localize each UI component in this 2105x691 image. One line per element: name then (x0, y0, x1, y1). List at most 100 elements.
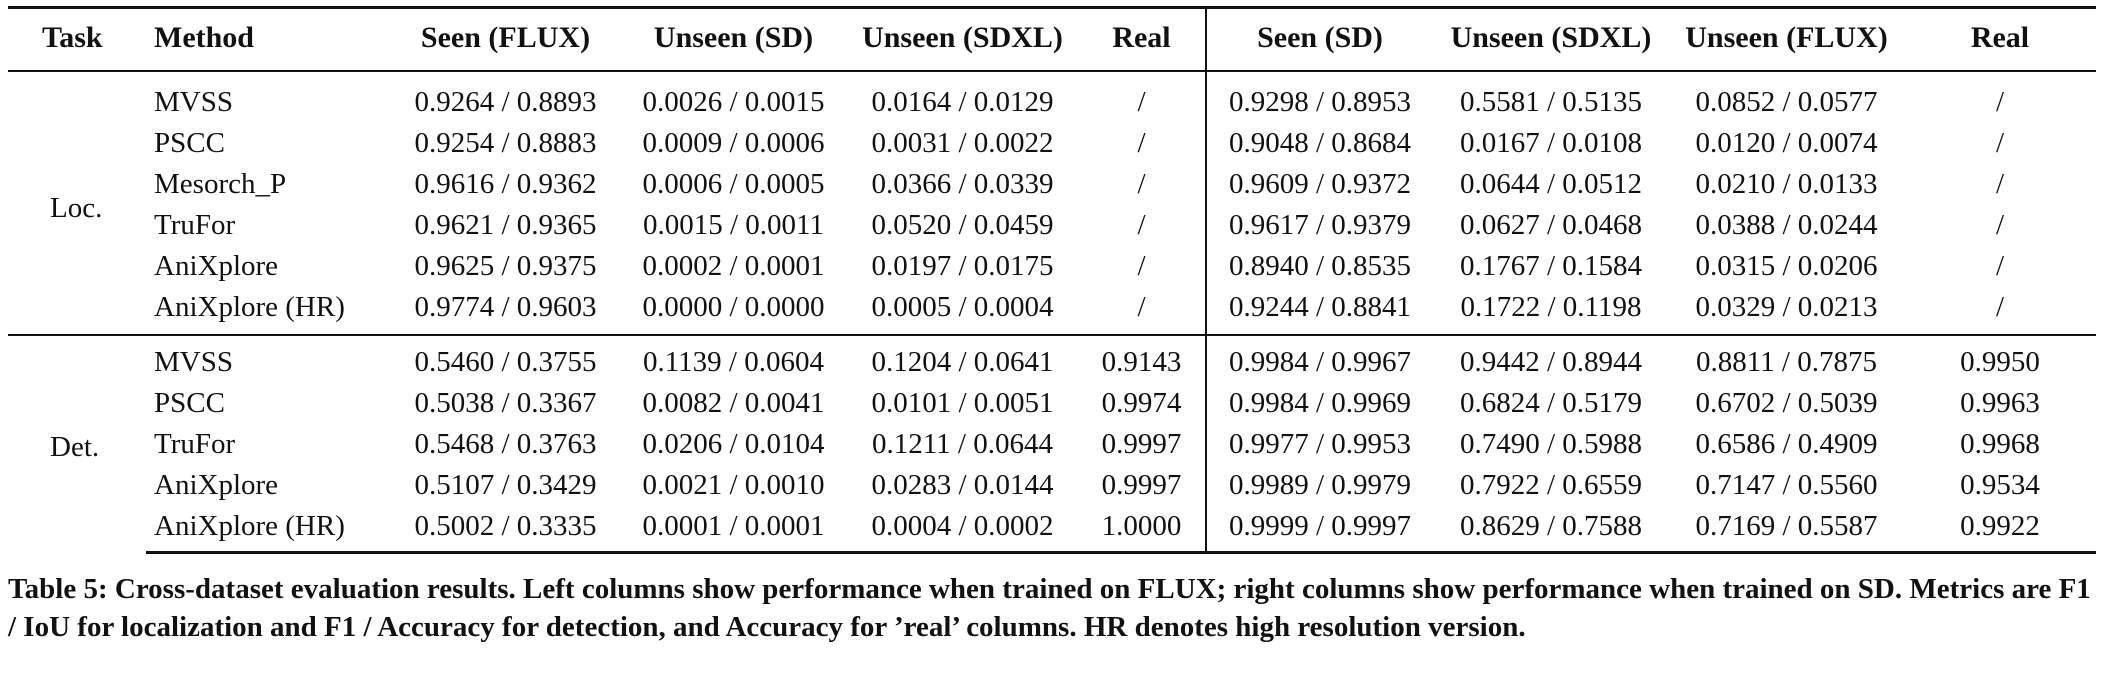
metric-cell: 0.1139 / 0.0604 (620, 334, 847, 383)
metric-cell: 0.9774 / 0.9603 (414, 291, 597, 323)
metric-cell: 0.9989 / 0.9979 (1205, 465, 1433, 506)
metric-cell: 0.6824 / 0.5179 (1459, 387, 1643, 419)
metric-cell: 0.0082 / 0.0041 (642, 387, 825, 419)
metric-cell: 0.0004 / 0.0002 (847, 506, 1078, 554)
table-row: AniXplore (HR) 0.9774 / 0.9603 0.0000 / 0.… (8, 287, 2096, 335)
metric-cell: 0.5002 / 0.3335 (391, 506, 620, 554)
table-row: Det. MVSS 0.5460 / 0.3755 0.1139 / 0.0604 0.… (8, 334, 2096, 553)
method-name: MVSS (154, 86, 233, 118)
metric-cell: 0.1767 / 0.1584 (1459, 250, 1643, 282)
metric-cell: 0.0329 / 0.0213 (1695, 291, 1878, 323)
metric-cell: 0.0009 / 0.0006 (642, 127, 825, 159)
metric-cell: 0.7922 / 0.6559 (1459, 469, 1643, 501)
metric-cell: / (1137, 168, 1146, 200)
metric-cell: / (1137, 127, 1146, 159)
metric-cell: 0.5460 / 0.3755 (391, 334, 620, 383)
metric-cell: / (1137, 209, 1146, 241)
metric-cell: 0.1204 / 0.0641 (847, 334, 1078, 383)
metric-cell: 0.0644 / 0.0512 (1459, 168, 1643, 200)
table-row: AniXplore (HR) 0.5002 / 0.3335 0.0001 / 0.… (8, 506, 2096, 554)
metric-cell: 0.0026 / 0.0015 (642, 86, 825, 118)
metric-cell: 0.0021 / 0.0010 (642, 469, 825, 501)
method-name: AniXplore (154, 250, 279, 282)
metric-cell: 0.0197 / 0.0175 (871, 250, 1054, 282)
localization-group: Loc. MVSS 0.9264 / 0.8893 0.0026 / 0.0015 0.… (8, 71, 2096, 335)
task-label: Loc. (50, 191, 103, 224)
method-name: Mesorch_P (154, 168, 287, 200)
metric-cell: 0.0627 / 0.0468 (1459, 209, 1643, 241)
metric-cell: 0.8629 / 0.7588 (1433, 506, 1669, 554)
header-unseen-flux: Unseen (FLUX) (1669, 6, 1904, 72)
metric-cell: / (1995, 168, 2005, 200)
metric-cell: 0.9621 / 0.9365 (414, 209, 597, 241)
metric-cell: 0.0101 / 0.0051 (871, 387, 1054, 419)
metric-cell: 0.0002 / 0.0001 (642, 250, 825, 282)
metric-cell: / (1137, 250, 1146, 282)
metric-cell: 0.0015 / 0.0011 (643, 209, 824, 241)
metric-cell: 0.5038 / 0.3367 (414, 387, 597, 419)
method-name: MVSS (146, 334, 391, 383)
metric-cell: 0.9609 / 0.9372 (1205, 164, 1433, 205)
metric-cell: 0.9984 / 0.9969 (1205, 383, 1433, 424)
header-unseen-sdxl-right: Unseen (SDXL) (1433, 6, 1669, 72)
method-name: PSCC (154, 127, 225, 159)
method-name: AniXplore (HR) (154, 291, 345, 323)
method-name: PSCC (154, 387, 225, 419)
metric-cell: / (1137, 86, 1146, 118)
table-row: PSCC 0.5038 / 0.3367 0.0082 / 0.0041 0.0101… (8, 383, 2096, 424)
metric-cell: 0.0001 / 0.0001 (620, 506, 847, 554)
metric-cell: 0.0210 / 0.0133 (1695, 168, 1878, 200)
metric-cell: 0.9298 / 0.8953 (1205, 71, 1433, 123)
metric-cell: 0.9143 (1078, 334, 1206, 383)
metric-cell: 0.0120 / 0.0074 (1695, 127, 1878, 159)
metric-cell: 0.0167 / 0.0108 (1459, 127, 1643, 159)
detection-group: Det. MVSS 0.5460 / 0.3755 0.1139 / 0.0604 0.… (8, 334, 2096, 554)
method-name: TruFor (154, 209, 236, 241)
metric-cell: 0.0315 / 0.0206 (1695, 250, 1878, 282)
metric-cell: 0.9534 (1960, 469, 2040, 501)
metric-cell: / (1137, 291, 1146, 323)
metric-cell: 0.6702 / 0.5039 (1695, 387, 1878, 419)
metric-cell: 0.6586 / 0.4909 (1695, 428, 1878, 460)
metric-cell: 0.7147 / 0.5560 (1695, 469, 1878, 501)
header-task: Task (8, 6, 146, 72)
metric-cell: 0.9963 (1960, 387, 2040, 419)
header-unseen-sd: Unseen (SD) (620, 6, 847, 72)
metric-cell: 0.9977 / 0.9953 (1205, 424, 1433, 465)
metric-cell: 0.9999 / 0.9997 (1205, 506, 1433, 554)
metric-cell: 0.9968 (1960, 428, 2040, 460)
metric-cell: / (1995, 209, 2005, 241)
metric-cell: 0.9997 (1101, 469, 1182, 501)
metric-cell: 0.9244 / 0.8841 (1205, 287, 1433, 335)
metric-cell: / (1995, 291, 2005, 323)
table-row: TruFor 0.9621 / 0.9365 0.0015 / 0.0011 0.05… (8, 205, 2096, 246)
method-name: AniXplore (HR) (146, 506, 391, 554)
metric-cell: 0.7169 / 0.5587 (1669, 506, 1904, 554)
metric-cell: 0.9254 / 0.8883 (414, 127, 597, 159)
table-row: AniXplore 0.5107 / 0.3429 0.0021 / 0.0010 0… (8, 465, 2096, 506)
header-real-left: Real (1078, 6, 1206, 72)
metric-cell: / (1995, 127, 2005, 159)
metric-cell: 0.9974 (1101, 387, 1182, 419)
metric-cell: 0.0283 / 0.0144 (871, 469, 1054, 501)
metric-cell: 0.9616 / 0.9362 (414, 168, 597, 200)
metric-cell: 0.1722 / 0.1198 (1460, 291, 1642, 323)
task-label: Det. (8, 334, 146, 553)
table-caption: Table 5: Cross-dataset evaluation result… (8, 573, 2091, 643)
metric-cell: 0.1211 / 0.0644 (872, 428, 1053, 460)
header-unseen-sdxl-left: Unseen (SDXL) (847, 6, 1078, 72)
metric-cell: 0.9922 (1904, 506, 2096, 554)
metric-cell: 0.0005 / 0.0004 (871, 291, 1054, 323)
table-header-row: Task Method Seen (FLUX) Unseen (SD) Unse… (8, 6, 2096, 72)
metric-cell: 0.0031 / 0.0022 (871, 127, 1054, 159)
metric-cell: 0.7490 / 0.5988 (1459, 428, 1643, 460)
table-row: Mesorch_P 0.9616 / 0.9362 0.0006 / 0.0005 0… (8, 164, 2096, 205)
metric-cell: 0.5107 / 0.3429 (414, 469, 597, 501)
metric-cell: 0.0852 / 0.0577 (1695, 86, 1878, 118)
header-seen-flux: Seen (FLUX) (391, 6, 620, 72)
metric-cell: 0.9617 / 0.9379 (1205, 205, 1433, 246)
header-seen-sd: Seen (SD) (1205, 6, 1433, 72)
metric-cell: 0.5468 / 0.3763 (414, 428, 597, 460)
metric-cell: 0.9997 (1101, 428, 1182, 460)
